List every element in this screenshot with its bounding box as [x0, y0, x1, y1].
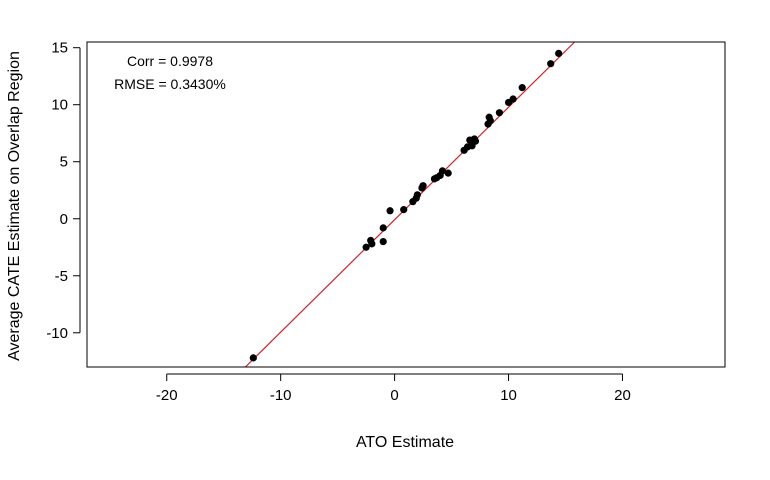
data-point [495, 109, 504, 117]
y-tick-label: 10 [51, 97, 68, 114]
y-tick-label: -5 [55, 268, 68, 285]
data-point [249, 354, 257, 362]
data-point [444, 169, 452, 177]
annotation-corr: Corr = 0.9978 [127, 53, 213, 69]
data-point [471, 137, 480, 145]
data-point [518, 84, 526, 92]
x-axis-label: ATO Estimate [356, 434, 454, 451]
data-point [509, 95, 517, 103]
y-tick-label: 0 [60, 211, 68, 228]
axes: -20 -10 0 10 20 -10 -5 0 5 10 15 [46, 40, 630, 404]
data-points [249, 49, 563, 362]
y-tick-label: -10 [46, 325, 68, 342]
data-point [379, 237, 387, 246]
data-point [438, 167, 447, 175]
plot-area [244, 42, 576, 367]
data-point [555, 49, 563, 58]
x-tick-label: 10 [500, 387, 517, 404]
y-axis-label: Average CATE Estimate on Overlap Region [6, 51, 23, 361]
data-point [368, 240, 376, 248]
x-tick-label: 20 [614, 387, 631, 404]
y-tick-label: 15 [51, 40, 68, 57]
data-point [486, 117, 494, 125]
data-point [547, 60, 555, 68]
data-point [386, 207, 394, 215]
x-tick-label: 0 [390, 387, 398, 404]
data-point [419, 182, 427, 190]
annotation-rmse: RMSE = 0.3430% [114, 76, 226, 92]
data-point [362, 243, 370, 251]
data-point [400, 206, 408, 214]
y-tick-label: 5 [60, 154, 68, 171]
x-tick-label: -10 [270, 387, 292, 404]
plot-frame [86, 41, 726, 368]
reference-line [244, 42, 576, 367]
x-tick-label: -20 [156, 387, 178, 404]
data-point [413, 191, 421, 199]
data-point [379, 224, 387, 232]
